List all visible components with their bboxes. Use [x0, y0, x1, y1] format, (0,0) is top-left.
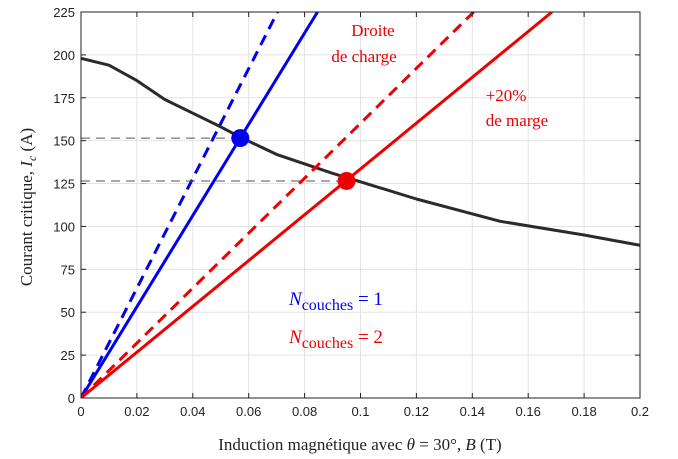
- annotation-n-layers-2: Ncouches = 2: [288, 327, 383, 352]
- x-axis-title: Induction magnétique avec θ = 30°, B (T): [218, 435, 501, 454]
- y-tick-label: 100: [53, 219, 75, 234]
- x-tick-label: 0.18: [571, 404, 596, 419]
- y-tick-label: 125: [53, 177, 75, 192]
- x-tick-label: 0.08: [292, 404, 317, 419]
- intersection-point: [337, 171, 356, 190]
- annotation-n-layers-1: Ncouches = 1: [288, 289, 383, 314]
- x-tick-label: 0.06: [236, 404, 261, 419]
- x-tick-label: 0.1: [351, 404, 369, 419]
- series-layer: [81, 12, 640, 398]
- y-tick-label: 225: [53, 5, 75, 20]
- y-tick-label: 50: [61, 305, 75, 320]
- series-line-load-line-2-layers-margin: [81, 12, 475, 398]
- x-tick-label: 0: [77, 404, 84, 419]
- series-line-load-line-2-layers: [81, 12, 553, 398]
- series-line-load-line-1-layer: [81, 12, 319, 398]
- guide-lines: [81, 137, 347, 182]
- annotation-load-line-1: Droite: [351, 21, 394, 40]
- series-line-load-line-1-layer-margin: [81, 12, 279, 398]
- intersection-markers: [231, 129, 356, 190]
- series-line-critical-current: [81, 56, 640, 247]
- y-tick-label: 175: [53, 91, 75, 106]
- x-tick-label: 0.2: [631, 404, 649, 419]
- y-tick-label: 150: [53, 134, 75, 149]
- y-axis-title: Courant critique, Ic (A): [17, 128, 39, 286]
- annotation-load-line-2: de charge: [331, 47, 396, 66]
- x-tick-label: 0.14: [460, 404, 485, 419]
- x-tick-label: 0.16: [516, 404, 541, 419]
- annotation-margin-1: +20%: [486, 86, 527, 105]
- axis-ticks: 0 0.02 0.04 0.06 0.08 0.1 0.12 0.14 0.16 0.18 0.2 0…: [53, 5, 649, 419]
- y-tick-label: 0: [68, 391, 75, 406]
- y-tick-label: 25: [61, 348, 75, 363]
- annotation-margin-2: de marge: [486, 111, 548, 130]
- x-tick-label: 0.12: [404, 404, 429, 419]
- x-tick-label: 0.04: [180, 404, 205, 419]
- intersection-point: [231, 129, 250, 148]
- y-tick-label: 200: [53, 48, 75, 63]
- x-tick-label: 0.02: [124, 404, 149, 419]
- y-tick-label: 75: [61, 262, 75, 277]
